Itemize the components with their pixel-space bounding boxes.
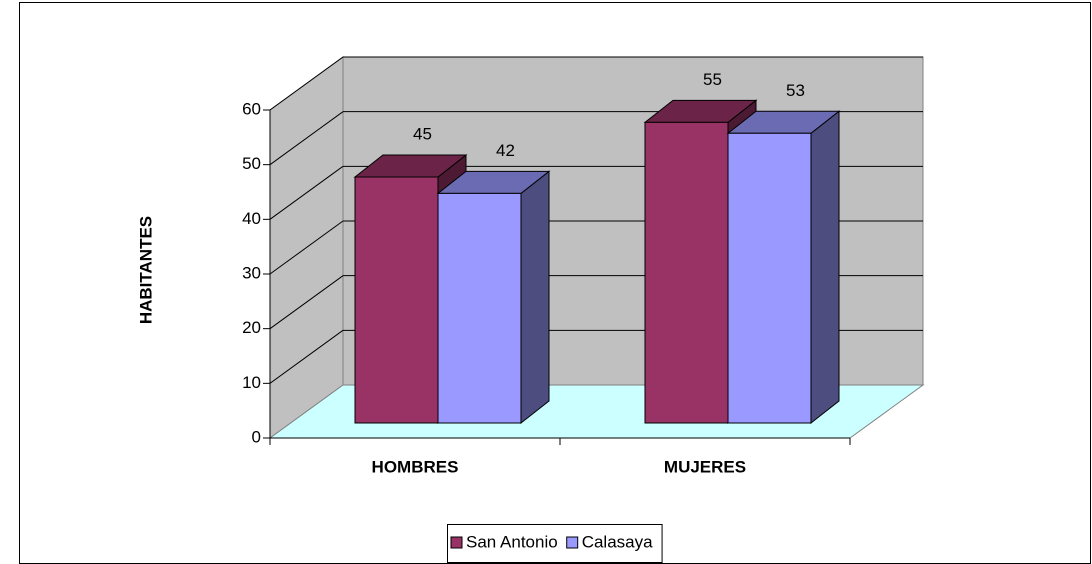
bar-side [520,170,550,425]
bar [726,110,841,425]
y-tick-label: 40 [242,209,261,228]
bar-front [437,192,522,424]
legend-label: Calasaya [582,532,653,551]
grid-line [269,220,344,275]
y-tick-label: 60 [242,99,261,118]
data-label: 53 [786,81,805,100]
legend: San Antonio Calasaya [447,524,663,563]
bar-front [727,132,812,424]
legend-label: San Antonio [466,532,558,551]
y-tick-label: 0 [252,427,261,446]
y-axis-label: HABITANTES [136,216,155,324]
x-tick-label: HOMBRES [372,457,459,476]
y-tick-label: 50 [242,154,261,173]
legend-box [447,524,663,563]
y-tick-label: 10 [242,373,261,392]
y-tick-label: 20 [242,318,261,337]
legend-marker [566,536,579,549]
grid-line [269,111,344,166]
legend-marker [450,536,463,549]
bar [436,170,551,425]
grid-line [269,329,344,384]
bar-front [644,121,729,424]
bar-side [810,110,840,425]
data-label: 45 [413,124,432,143]
bar-front [354,176,439,424]
grid-line [269,275,344,330]
grid-line [269,165,344,220]
x-tick-label: MUJERES [664,457,746,476]
data-label: 55 [703,70,722,89]
grid-line [269,56,344,111]
data-label: 42 [496,141,515,160]
y-tick-label: 30 [242,263,261,282]
